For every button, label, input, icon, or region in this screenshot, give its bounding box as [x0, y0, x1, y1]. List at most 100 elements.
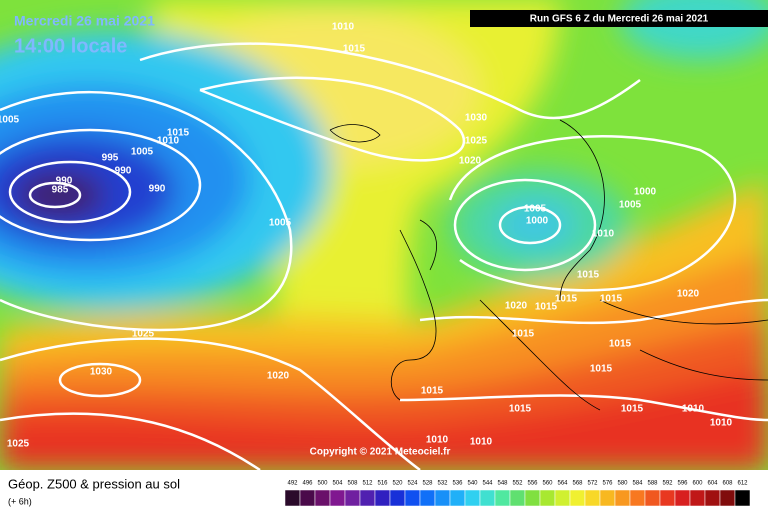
- scale-label: 552: [512, 481, 523, 487]
- scale-label: 520: [392, 481, 403, 487]
- isobar-label: 1025: [465, 136, 488, 147]
- scale-label: 504: [332, 481, 343, 487]
- scale-swatch: [314, 489, 331, 507]
- isobar-label: 1000: [634, 187, 657, 198]
- scale-swatch: [419, 489, 436, 507]
- scale-swatch: [629, 489, 646, 507]
- scale-swatch: [584, 489, 601, 507]
- scale-label: 512: [362, 481, 373, 487]
- scale-swatch: [614, 489, 631, 507]
- isobar-label: 985: [52, 185, 69, 196]
- isobar-label: 1015: [555, 294, 578, 305]
- scale-label: 568: [572, 481, 583, 487]
- scale-label: 532: [437, 481, 448, 487]
- scale-swatch: [569, 489, 586, 507]
- isobar-label: 1015: [590, 364, 613, 375]
- scale-swatch: [689, 489, 706, 507]
- isobar-labels: 1010101510051015101010059959909859909901…: [0, 22, 733, 450]
- isobar-label: 1010: [426, 435, 449, 446]
- isobar-label: 1010: [682, 404, 705, 415]
- scale-label: 540: [467, 481, 478, 487]
- scale-swatch: [674, 489, 691, 507]
- isobar-label: 1005: [131, 147, 154, 158]
- scale-label: 592: [662, 481, 673, 487]
- scale-label: 528: [422, 481, 433, 487]
- scale-swatch: [449, 489, 466, 507]
- isobar-label: 1030: [90, 367, 113, 378]
- isobar-label: 995: [102, 153, 119, 164]
- footer-title: Géop. Z500 & pression au sol: [8, 476, 180, 491]
- scale-label: 604: [707, 481, 718, 487]
- scale-swatch: [659, 489, 676, 507]
- scale-label: 608: [722, 481, 733, 487]
- isobar-label: 1015: [512, 329, 535, 340]
- map-time: 14:00 locale: [14, 35, 127, 57]
- scale-label: 572: [587, 481, 598, 487]
- isobars: [0, 42, 768, 472]
- scale-swatch: [389, 489, 406, 507]
- map-date: Mercredi 26 mai 2021: [14, 13, 155, 29]
- isobar-label: 1010: [470, 437, 493, 448]
- scale-label: 560: [542, 481, 553, 487]
- isobar-label: 1015: [421, 386, 444, 397]
- scale-label: 576: [602, 481, 613, 487]
- footer-subtitle: (+ 6h): [8, 496, 32, 506]
- isobar-label: 1030: [465, 113, 488, 124]
- isobar-label: 1015: [167, 128, 190, 139]
- isobar-label: 1020: [267, 371, 290, 382]
- scale-swatch: [434, 489, 451, 507]
- scale-label: 612: [737, 481, 748, 487]
- isobar-label: 1020: [677, 289, 700, 300]
- color-scale: 492 496 500 504 508 512 516 520 524 528 532 536 540 5…: [284, 481, 751, 507]
- scale-label: 600: [692, 481, 703, 487]
- scale-swatch: [524, 489, 541, 507]
- scale-swatch: [599, 489, 616, 507]
- scale-swatch: [509, 489, 526, 507]
- scale-label: 544: [482, 481, 493, 487]
- isobar-label: 1000: [526, 216, 549, 227]
- isobar-label: 1010: [157, 136, 180, 147]
- isobar-label: 1010: [592, 229, 615, 240]
- scale-label: 536: [452, 481, 463, 487]
- isobar-label: 1005: [619, 200, 642, 211]
- scale-swatch: [734, 489, 751, 507]
- scale-swatch: [464, 489, 481, 507]
- coastlines: [329, 119, 768, 411]
- scale-swatch: [479, 489, 496, 507]
- scale-swatch: [644, 489, 661, 507]
- isobar-label: 1015: [621, 404, 644, 415]
- scale-label: 584: [632, 481, 643, 487]
- isobar-label: 1010: [332, 22, 355, 33]
- isobar-label: 1015: [343, 44, 366, 55]
- scale-label: 596: [677, 481, 688, 487]
- scale-swatch: [374, 489, 391, 507]
- scale-swatch: [404, 489, 421, 507]
- scale-label: 508: [347, 481, 358, 487]
- isobar-label: 1020: [459, 156, 482, 167]
- scale-swatch: [299, 489, 316, 507]
- scale-swatch: [494, 489, 511, 507]
- isobar-label: 1005: [0, 115, 20, 126]
- isobar-label: 990: [115, 166, 132, 177]
- scale-swatch: [329, 489, 346, 507]
- isobar-label: 1015: [535, 302, 558, 313]
- isobar-label: 1005: [269, 218, 292, 229]
- isobar-label: 1015: [577, 270, 600, 281]
- scale-swatch: [539, 489, 556, 507]
- copyright: Copyright © 2021 Meteociel.fr: [310, 447, 451, 458]
- isobar-label: 1020: [505, 301, 528, 312]
- scale-label: 500: [317, 481, 328, 487]
- scale-swatch: [344, 489, 361, 507]
- scale-swatch: [359, 489, 376, 507]
- isobar-label: 1015: [600, 294, 623, 305]
- isobar-label: 1015: [509, 404, 532, 415]
- run-label: Run GFS 6 Z du Mercredi 26 mai 2021: [530, 14, 709, 25]
- scale-swatch: [284, 489, 301, 507]
- isobar-label: 1025: [132, 329, 155, 340]
- scale-label: 556: [527, 481, 538, 487]
- isobar-label: 1025: [7, 439, 30, 450]
- scale-label: 524: [407, 481, 418, 487]
- scale-swatch: [554, 489, 571, 507]
- isobar-label: 1010: [710, 418, 733, 429]
